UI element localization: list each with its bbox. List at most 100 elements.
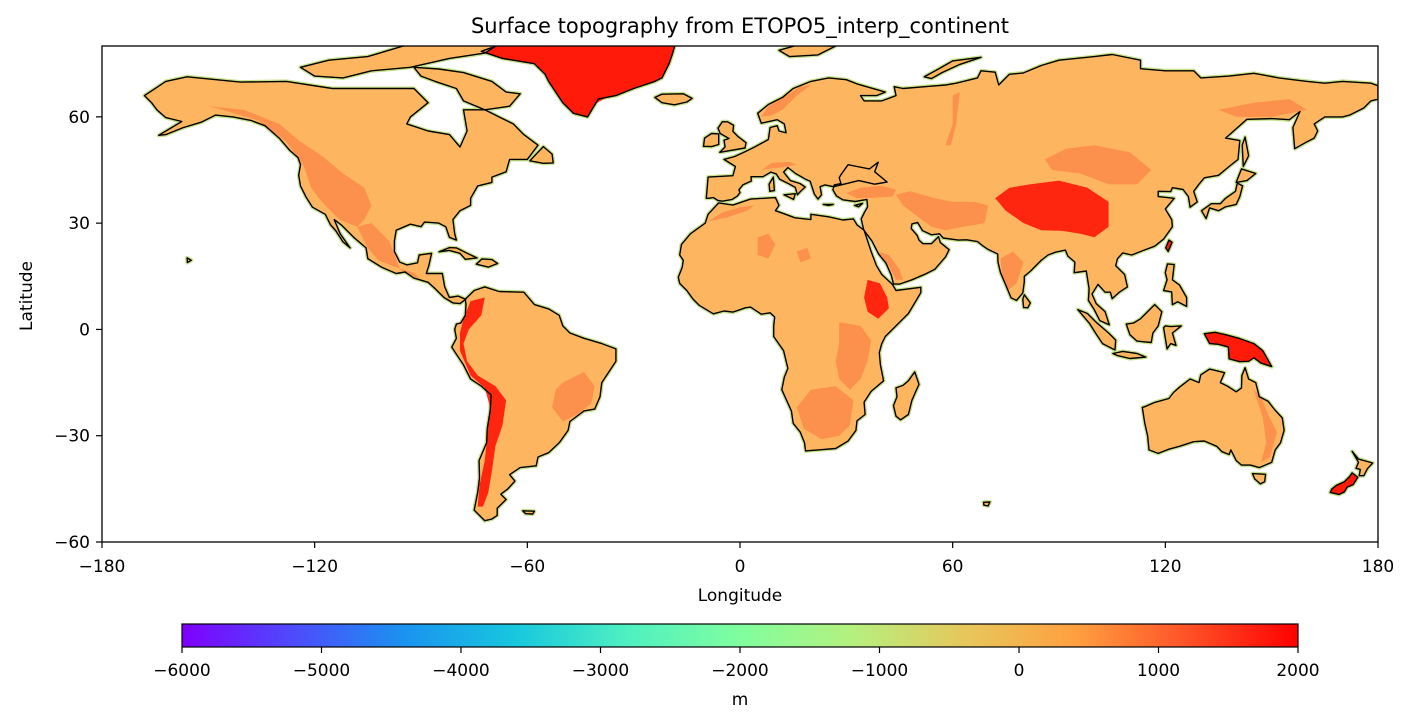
- coastline-java: [1112, 350, 1147, 360]
- highland-ural: [945, 92, 960, 146]
- coastline-ireland: [702, 132, 720, 148]
- longitude-tick-label: −180: [79, 557, 126, 577]
- highland-siberian-uplands: [1218, 99, 1308, 117]
- coastline-great-britain: [717, 121, 747, 153]
- longitude-axis-label: Longitude: [698, 586, 783, 606]
- highland-brazilian-highlands: [552, 371, 595, 422]
- highland-scandinavian-mountains: [761, 85, 811, 117]
- colorbar-tick-label: −1000: [851, 661, 909, 681]
- map-title: Surface topography from ETOPO5_interp_co…: [471, 14, 1009, 39]
- coastline-falkland-islands: [522, 510, 536, 515]
- land-new-zealand-north: [1352, 451, 1373, 476]
- coastline-new-zealand-north: [1351, 450, 1374, 477]
- coastline-sicily: [783, 193, 796, 201]
- longitude-tick-label: 0: [735, 557, 746, 577]
- highland-tibesti: [796, 247, 811, 263]
- coastline-philippines: [1162, 263, 1188, 308]
- highland-tibetan-plateau: [995, 180, 1109, 238]
- coastline-hispaniola: [475, 258, 499, 268]
- land-australia: [1142, 367, 1285, 468]
- colorbar-gradient: [181, 623, 1299, 648]
- longitude-tick-label: −120: [291, 557, 338, 577]
- coastline-australia: [1141, 367, 1285, 469]
- coastline-borneo: [1125, 303, 1163, 344]
- coastline-north-america: [143, 76, 539, 305]
- land-scandinavian-arctic: [779, 46, 836, 57]
- coastline-taiwan: [1165, 239, 1173, 253]
- coastline-hawaii: [186, 257, 192, 264]
- coastline-baffin-island: [413, 66, 521, 111]
- coastline-tasmania: [1251, 472, 1267, 485]
- colorbar-label: m: [732, 690, 749, 710]
- latitude-tick-label: −30: [54, 427, 90, 447]
- latitude-tick-label: 0: [79, 320, 90, 340]
- longitude-tick-label: 180: [1362, 557, 1394, 577]
- land-tasmania: [1252, 473, 1266, 484]
- coastline-sumatra: [1077, 308, 1117, 351]
- land-java: [1112, 351, 1146, 359]
- highland-arabian-highlands: [878, 251, 903, 280]
- land-africa: [678, 197, 921, 451]
- highland-iranian-plateau: [896, 191, 989, 231]
- longitude-axis: −180 −120 −60 0 60 120 180: [79, 542, 1394, 577]
- coastline-south-america: [451, 286, 617, 522]
- coastline-sri-lanka: [1022, 294, 1031, 309]
- highland-ethiopian-highlands: [864, 279, 889, 319]
- highland-layer: [208, 46, 1308, 507]
- map-area: [101, 45, 1379, 543]
- land-sakhalin: [1242, 137, 1249, 167]
- coastline-layer: [143, 46, 1378, 522]
- land-arctic-islands: [300, 46, 496, 78]
- coastline-sulawesi: [1162, 325, 1182, 350]
- coastline-cuba: [438, 246, 478, 260]
- coastline-sakhalin: [1241, 136, 1250, 168]
- longitude-tick-label: 120: [1149, 557, 1181, 577]
- coastline-iceland: [654, 93, 693, 106]
- highland-alps: [761, 161, 797, 170]
- highland-great-dividing-range: [1253, 389, 1277, 463]
- coastline-arctic-islands: [299, 46, 498, 79]
- highland-rocky-mountains: [208, 106, 372, 227]
- land-novaya-zemlya: [924, 57, 981, 79]
- coastline-cyprus: [853, 202, 864, 208]
- land-taiwan: [1165, 240, 1173, 252]
- coastline-madagascar: [892, 371, 920, 421]
- coastline-new-guinea: [1203, 331, 1273, 368]
- highland-mongolian-plateau: [1044, 145, 1152, 185]
- latitude-axis: −60 −30 0 30 60: [54, 108, 102, 553]
- highland-saharan-massifs: [757, 233, 776, 259]
- colorbar-tick-label: −6000: [153, 661, 211, 681]
- coastline-sardinia-corsica: [768, 176, 776, 192]
- highland-anatolia: [846, 185, 896, 199]
- coastline-novaya-zemlya: [923, 56, 982, 80]
- land-iceland: [654, 93, 693, 105]
- highland-andes: [460, 297, 507, 507]
- highland-greenland-ice: [527, 46, 662, 107]
- land-philippines: [1163, 263, 1187, 307]
- colorbar-tick-label: 2000: [1276, 661, 1319, 681]
- land-japan: [1201, 183, 1243, 219]
- coastline-hokkaido: [1235, 168, 1257, 184]
- coastline-new-zealand-south: [1329, 472, 1359, 496]
- land-madagascar: [893, 371, 919, 420]
- coastline-kerguelen: [982, 501, 991, 507]
- land-baffin-island: [413, 67, 521, 110]
- highland-deccan: [1000, 251, 1024, 291]
- coastline-eurasia: [705, 53, 1378, 326]
- coastline-africa: [677, 196, 922, 452]
- land-sulawesi: [1163, 325, 1182, 349]
- land-cuba: [439, 247, 477, 260]
- longitude-tick-label: 60: [942, 557, 964, 577]
- colorbar-tick-label: −5000: [293, 661, 351, 681]
- colorbar-tick-label: 0: [1014, 661, 1025, 681]
- colorbar: −6000 −5000 −4000 −3000 −2000 −1000 0 1000 2000 …: [153, 623, 1320, 710]
- land-new-zealand-south: [1330, 472, 1358, 495]
- colorbar-ticks: −6000 −5000 −4000 −3000 −2000 −1000 0 1000 2000: [153, 647, 1320, 681]
- latitude-tick-label: 30: [68, 214, 90, 234]
- latitude-axis-label: Latitude: [17, 261, 37, 331]
- latitude-tick-label: 60: [68, 108, 90, 128]
- colorbar-tick-label: −3000: [572, 661, 630, 681]
- longitude-tick-label: −60: [509, 557, 545, 577]
- colorbar-tick-label: −4000: [432, 661, 490, 681]
